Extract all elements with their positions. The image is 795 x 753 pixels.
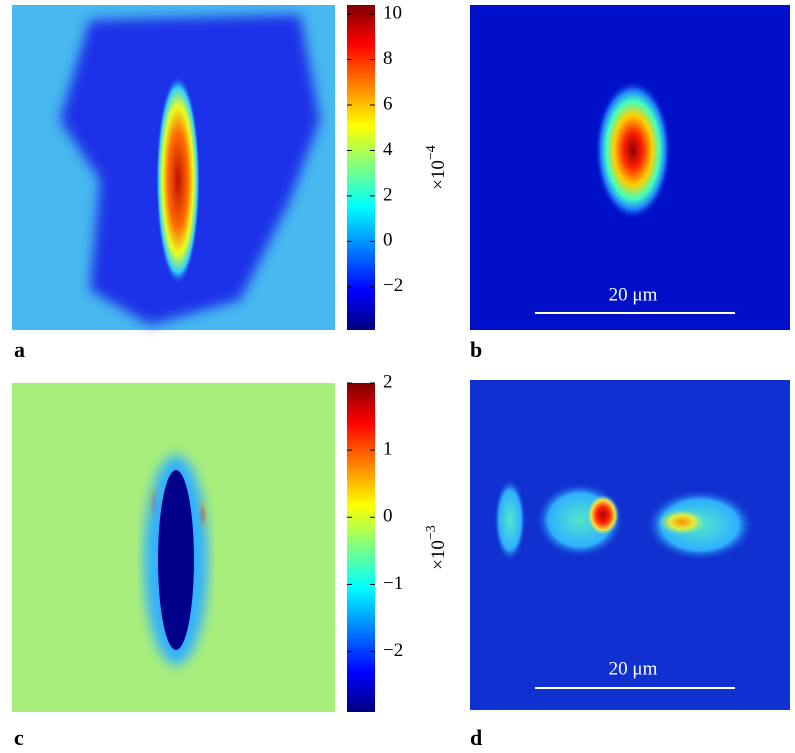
image-a [12,5,335,330]
colorbar-tick-label: −2 [383,640,403,661]
scale-bar-label: 20 μm [609,284,658,305]
colorbar-tick-label: 8 [383,48,393,69]
colorbar-c [347,383,375,712]
image-d: 20 μm [470,380,790,710]
panel-label: d [470,725,482,750]
colorbar-exponent: ×10−4 [424,145,449,190]
colorbar-exponent: ×10−3 [424,525,449,570]
colorbar-tick-label: 2 [383,184,393,205]
colorbar-tick-label: 0 [383,506,393,527]
exponent-base: ×10 [428,160,449,190]
colorbar-tick-label: 10 [383,2,402,23]
colorbar-tick-label: 1 [383,439,393,460]
panel-label: c [14,725,24,750]
colorbar-a [347,5,375,330]
exponent-power: −4 [424,145,439,160]
image-c [12,383,335,712]
exponent-power: −3 [424,525,439,540]
colorbar-tick-label: 0 [383,230,393,251]
image-b: 20 μm [470,5,790,330]
colorbar-tick-label: 6 [383,93,393,114]
panel-label: a [14,337,25,362]
panel-label: b [470,337,482,362]
scale-bar-label: 20 μm [609,658,658,679]
colorbar-tick-label: −2 [383,275,403,296]
colorbar-tick-label: −1 [383,573,403,594]
colorbar-tick-label: 2 [383,371,393,392]
exponent-base: ×10 [428,540,449,570]
colorbar-tick-label: 4 [383,139,393,160]
